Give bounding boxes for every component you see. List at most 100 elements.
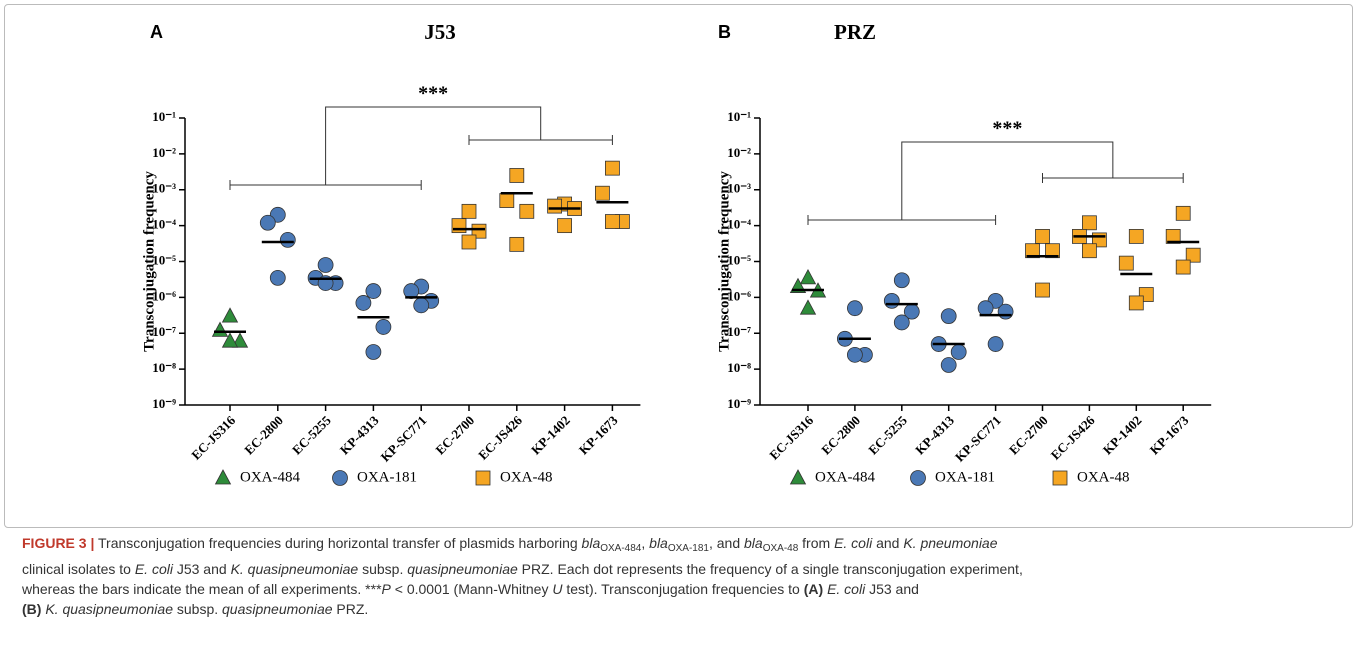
x-tick-label: EC-2800 (818, 413, 863, 458)
x-tick-label: KP-1673 (576, 412, 621, 457)
legend-label: OXA-484 (240, 469, 300, 485)
data-point (595, 185, 610, 201)
caption-text: , (641, 535, 650, 551)
data-point (605, 214, 620, 229)
legend-marker (789, 469, 807, 485)
data-point (221, 307, 239, 323)
caption-text: (A) (803, 581, 824, 597)
data-point (883, 292, 900, 309)
data-point (893, 314, 910, 331)
data-point (365, 283, 382, 299)
caption-text: test). Transconjugation frequencies to (562, 581, 804, 597)
y-axis-label: Transconjugation frequency (716, 171, 732, 352)
caption-text: PRZ. Each dot represents the frequency o… (517, 561, 1023, 577)
data-point (1185, 247, 1201, 263)
x-tick-label: EC-JS316 (188, 412, 238, 462)
significance-label: *** (992, 118, 1022, 140)
legend-marker (332, 470, 348, 486)
caption-text: Transconjugation frequencies during hori… (94, 535, 582, 551)
y-tick-label: 10⁻⁹ (152, 396, 176, 411)
figure-frame (4, 4, 1353, 528)
x-tick-label: KP-4313 (337, 412, 382, 457)
chart-title: J53 (424, 20, 456, 44)
y-tick-label: 10⁻² (152, 145, 176, 160)
panel-label: A (150, 22, 163, 42)
x-tick-label: KP-1673 (1147, 412, 1192, 457)
data-point (365, 344, 382, 360)
data-point (977, 300, 994, 317)
data-point (317, 257, 334, 273)
y-axis-label: Transconjugation frequency (141, 171, 157, 352)
significance-label: *** (418, 83, 448, 105)
x-tick-label: EC-JS426 (1048, 412, 1098, 462)
data-point (799, 299, 817, 315)
data-point (997, 303, 1014, 320)
legend-label: OXA-48 (1077, 469, 1130, 485)
caption-text: subsp. (172, 601, 223, 617)
y-tick-label: 10⁻¹ (727, 109, 751, 124)
caption-text: and (872, 535, 904, 551)
caption-text: P (381, 581, 391, 597)
legend-label: OXA-181 (357, 469, 417, 485)
y-tick-label: 10⁻⁷ (727, 324, 751, 339)
y-tick-label: 10⁻⁴ (152, 217, 176, 232)
x-tick-label: EC-2700 (1006, 413, 1051, 458)
legend-marker (214, 469, 232, 485)
data-point (940, 308, 957, 325)
x-tick-label: KP-4313 (912, 412, 957, 457)
y-tick-label: 10⁻⁵ (727, 252, 751, 267)
data-point (211, 321, 229, 337)
caption-text: OXA-181 (667, 543, 709, 554)
caption-text: quasipneumoniae (407, 561, 518, 577)
data-point (509, 168, 525, 183)
caption-text: bla (649, 535, 668, 551)
x-tick-label: EC-2800 (241, 413, 286, 458)
data-point (1118, 255, 1134, 271)
data-point (259, 214, 276, 231)
x-tick-label: EC-JS316 (766, 412, 816, 462)
caption-text: quasipneumoniae (222, 601, 333, 617)
data-point (519, 203, 535, 219)
caption-text: OXA-484 (600, 543, 642, 554)
data-point (799, 269, 817, 285)
data-point (1165, 229, 1181, 244)
caption: FIGURE 3 | Transconjugation frequencies … (22, 533, 1342, 619)
data-point (461, 203, 477, 219)
data-point (1035, 282, 1050, 298)
data-point (451, 218, 467, 234)
y-tick-label: 10⁻¹ (152, 109, 176, 124)
y-tick-label: 10⁻⁹ (727, 396, 751, 411)
data-point (605, 160, 620, 176)
caption-text: OXA-48 (762, 543, 799, 554)
caption-text: < 0.0001 (Mann-Whitney (390, 581, 553, 597)
data-point (847, 346, 863, 363)
caption-text: E. coli (134, 561, 173, 577)
caption-text: K. pneumoniae (903, 535, 998, 551)
data-point (547, 198, 562, 214)
y-tick-label: 10⁻⁶ (727, 288, 751, 303)
data-point (1175, 205, 1191, 221)
caption-text: whereas the bars indicate the mean of al… (22, 581, 382, 597)
chart-title: PRZ (834, 20, 876, 44)
panel-label: B (718, 22, 731, 42)
data-point (1128, 295, 1144, 311)
data-point (940, 357, 957, 373)
caption-text: bla (581, 535, 601, 551)
caption-line: FIGURE 3 | Transconjugation frequencies … (22, 533, 1342, 559)
y-tick-label: 10⁻⁸ (727, 360, 751, 375)
bracket (325, 106, 542, 185)
data-point (1045, 243, 1060, 259)
legend-marker (910, 470, 926, 486)
data-point (413, 297, 430, 314)
x-tick-label: EC-5255 (865, 412, 910, 457)
caption-text: U (552, 581, 563, 597)
y-tick-label: 10⁻³ (152, 181, 176, 196)
legend-label: OXA-181 (935, 469, 995, 485)
legend-marker (475, 470, 491, 486)
data-point (1128, 229, 1144, 244)
chart: A J53 Transconjugation frequency 10⁻⁹ 10⁻⁸ 10… (141, 20, 1212, 486)
data-point (1082, 243, 1097, 259)
data-point (1082, 215, 1097, 231)
caption-text: E. coli (834, 535, 873, 551)
caption-text: from (798, 535, 835, 551)
